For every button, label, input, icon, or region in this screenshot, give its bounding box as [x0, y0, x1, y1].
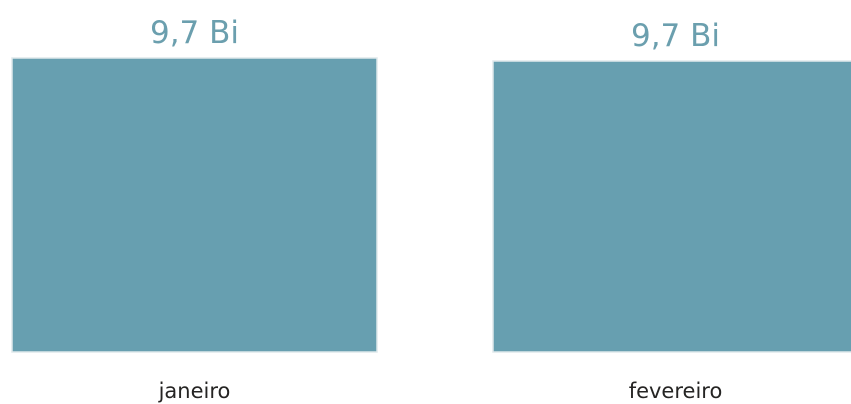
data-label-janeiro: 9,7 Bi [150, 15, 239, 51]
category-label-fevereiro: fevereiro [629, 379, 723, 403]
bar-fevereiro[interactable] [492, 60, 851, 353]
category-labels-group: janeiro fevereiro [158, 379, 723, 403]
data-labels-group: 9,7 Bi 9,7 Bi [150, 15, 720, 54]
data-label-fevereiro: 9,7 Bi [631, 18, 720, 54]
bar-janeiro[interactable] [11, 57, 378, 353]
bars-group [11, 57, 851, 353]
category-label-janeiro: janeiro [158, 379, 231, 403]
